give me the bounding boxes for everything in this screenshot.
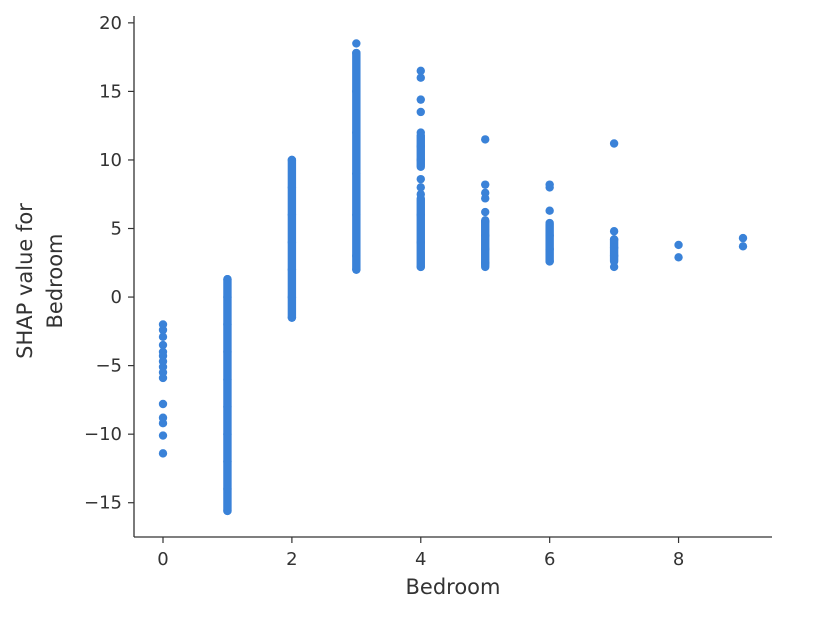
x-tick-label: 6	[544, 549, 555, 570]
data-point	[738, 233, 748, 243]
data-point	[481, 244, 490, 254]
data-point	[287, 292, 297, 302]
data-point	[545, 206, 554, 215]
y-tick-label: 20	[99, 13, 122, 34]
data-point	[416, 155, 425, 165]
data-point	[481, 207, 490, 217]
y-tick-label: 5	[111, 219, 122, 240]
y-tick-label: 10	[99, 150, 122, 171]
data-point	[287, 313, 297, 322]
data-point	[352, 87, 361, 96]
data-point	[738, 242, 748, 251]
y-tick-label: −5	[95, 356, 122, 377]
x-axis-ticks: 0 2 4 6 8	[157, 537, 684, 570]
x-tick-label: 4	[415, 549, 426, 570]
plot-area	[158, 39, 748, 516]
data-point	[158, 449, 168, 458]
data-point	[609, 139, 619, 148]
data-point	[674, 253, 683, 262]
data-point	[158, 332, 168, 342]
data-point	[352, 210, 361, 220]
data-point	[416, 66, 425, 76]
data-point	[416, 142, 425, 151]
data-point	[287, 155, 297, 165]
y-tick-label: 15	[99, 81, 122, 102]
data-point	[481, 180, 490, 189]
data-point	[352, 251, 361, 261]
data-point	[416, 183, 425, 192]
data-point	[416, 95, 425, 104]
data-point	[158, 373, 168, 383]
data-point	[223, 375, 232, 384]
data-point	[223, 457, 232, 466]
data-point	[674, 240, 683, 250]
y-tick-label: −10	[84, 424, 122, 445]
y-tick-label: 0	[111, 287, 122, 308]
data-point	[223, 429, 232, 439]
data-point	[416, 73, 425, 82]
x-tick-label: 2	[286, 549, 297, 570]
y-axis-title-line-1: SHAP value for	[13, 203, 37, 359]
data-point	[352, 128, 361, 137]
data-point	[609, 243, 619, 252]
data-point	[287, 210, 297, 220]
data-point	[545, 257, 554, 266]
data-point	[545, 183, 554, 192]
data-point	[481, 231, 490, 240]
point-band	[352, 48, 361, 274]
point-band	[545, 220, 554, 266]
data-point	[223, 402, 232, 411]
data-point	[352, 169, 361, 178]
data-point	[545, 244, 554, 254]
point-band	[416, 194, 425, 272]
x-tick-label: 8	[673, 549, 684, 570]
data-point	[223, 275, 232, 284]
data-point	[158, 431, 168, 440]
data-point	[158, 399, 168, 409]
data-point	[416, 238, 425, 247]
point-band	[223, 275, 232, 516]
data-point	[416, 262, 425, 272]
data-point	[287, 183, 297, 192]
x-tick-label: 0	[157, 549, 168, 570]
data-point	[223, 506, 232, 516]
data-point	[416, 162, 425, 172]
data-point	[416, 107, 425, 117]
data-point	[158, 419, 168, 428]
data-point	[158, 340, 168, 350]
data-point	[609, 235, 619, 244]
x-axis-title: Bedroom	[406, 575, 501, 599]
data-point	[158, 325, 168, 335]
data-point	[545, 218, 554, 228]
data-point	[416, 174, 425, 184]
y-tick-label: −15	[84, 493, 122, 514]
data-point	[352, 265, 361, 274]
data-point	[481, 194, 490, 203]
data-point	[223, 292, 232, 302]
data-point	[609, 227, 619, 236]
data-point	[609, 251, 619, 261]
data-point	[223, 484, 232, 494]
data-point	[352, 39, 361, 48]
data-point	[223, 320, 232, 329]
y-axis-ticks: 20 15 10 5 0 −5 −10 −15	[84, 13, 134, 514]
data-point	[545, 231, 554, 240]
data-point	[416, 128, 425, 137]
data-point	[481, 135, 490, 144]
data-point	[481, 217, 490, 226]
data-point	[287, 238, 297, 247]
data-point	[416, 190, 425, 199]
data-point	[352, 48, 361, 58]
y-axis-title-line-2: Bedroom	[43, 234, 67, 329]
data-point	[223, 347, 232, 357]
data-point	[287, 265, 297, 274]
point-band	[481, 216, 490, 270]
data-point	[481, 262, 490, 272]
data-point	[416, 210, 425, 220]
data-point	[609, 262, 619, 272]
